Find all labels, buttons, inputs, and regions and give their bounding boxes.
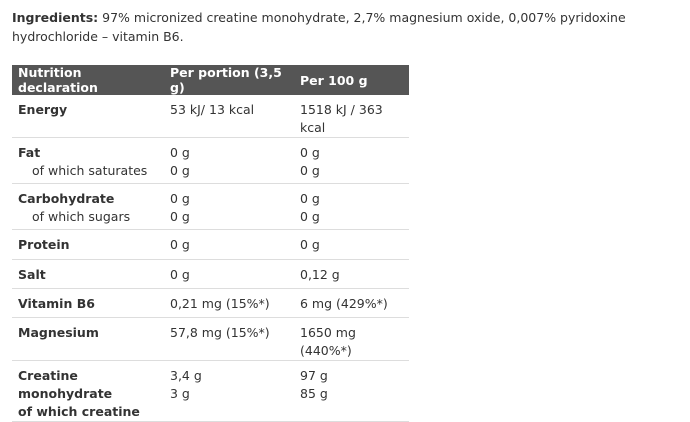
table-row: Protein 0 g 0 g [12,229,409,260]
cell-line: 0 g [170,145,190,160]
table-cell: 6 mg (429%*) [294,288,409,318]
table-row: Magnesium 57,8 mg (15%*) 1650 mg (440%*) [12,317,409,361]
table-cell: 1650 mg (440%*) [294,317,409,361]
nutrition-table: Nutrition declaration Per portion (3,5 g… [12,65,409,422]
cell-line: Fat [18,145,41,160]
header-cell: Nutrition declaration [12,65,164,95]
ingredients: Ingredients: 97% micronized creatine mon… [12,8,678,46]
table-cell: 57,8 mg (15%*) [164,317,294,361]
cell-line: 0 g [300,237,320,252]
cell-line: 1650 mg (440%*) [300,325,356,358]
table-cell: Creatine monohydrate of which creatine [12,360,164,422]
cell-line: 0,12 g [300,267,340,282]
cell-line: of which sugars [32,209,131,224]
cell-line: 53 kJ/ 13 kcal [170,102,255,117]
cell-line: 0 g [170,209,190,224]
cell-line: Magnesium [18,325,99,340]
cell-line: 97 g [300,368,328,383]
cell-line: Salt [18,267,46,282]
header-row: Nutrition declaration Per portion (3,5 g… [12,65,409,95]
cell-line: Creatine monohydrate [18,368,113,401]
table-cell: 0,12 g [294,259,409,289]
cell-line: 0 g [300,209,320,224]
table-row: Creatine monohydrate of which creatine 3,4… [12,360,409,422]
table-row: Vitamin B6 0,21 mg (15%*) 6 mg (429%*) [12,288,409,318]
cell-line: Energy [18,102,68,117]
ingredients-text: 97% micronized creatine monohydrate, 2,7… [12,10,626,44]
header-cell: Per 100 g [294,65,409,95]
cell-line: 0 g [170,237,190,252]
table-cell: Fat of which saturates [12,137,164,184]
cell-line: Carbohydrate [18,191,115,206]
cell-line: Protein [18,237,70,252]
table-row: Energy 53 kJ/ 13 kcal 1518 kJ / 363 kcal [12,95,409,138]
cell-line: 0 g [300,145,320,160]
cell-line: 0,21 mg (15%*) [170,296,270,311]
table-cell: Protein [12,229,164,260]
table-cell: Vitamin B6 [12,288,164,318]
cell-line: 3 g [170,386,190,401]
table-body: Nutrition declaration Per portion (3,5 g… [12,65,409,422]
table-cell: Energy [12,95,164,138]
table-cell: 53 kJ/ 13 kcal [164,95,294,138]
ingredients-label: Ingredients: [12,10,99,25]
cell-line: 0 g [300,163,320,178]
table-cell: 0,21 mg (15%*) [164,288,294,318]
table-cell: Carbohydrate of which sugars [12,183,164,230]
table-row: Salt 0 g 0,12 g [12,259,409,289]
table-cell: 0 g [294,229,409,260]
cell-line: of which creatine [18,404,140,419]
cell-line: 0 g [170,267,190,282]
table-cell: 3,4 g 3 g [164,360,294,422]
table-cell: 0 g [164,259,294,289]
header-cell: Per portion (3,5 g) [164,65,294,95]
cell-line: 0 g [300,191,320,206]
cell-line: 6 mg (429%*) [300,296,388,311]
table-cell: Salt [12,259,164,289]
cell-line: 1518 kJ / 363 kcal [300,102,383,135]
table-cell: 0 g [164,229,294,260]
cell-line: 57,8 mg (15%*) [170,325,270,340]
cell-line: 0 g [170,191,190,206]
cell-line: 0 g [170,163,190,178]
page: Ingredients: 97% micronized creatine mon… [12,8,678,422]
cell-line: 85 g [300,386,328,401]
cell-line: of which saturates [32,163,148,178]
table-cell: 97 g 85 g [294,360,409,422]
table-cell: 1518 kJ / 363 kcal [294,95,409,138]
cell-line: 3,4 g [170,368,202,383]
cell-line: Vitamin B6 [18,296,95,311]
table-cell: Magnesium [12,317,164,361]
